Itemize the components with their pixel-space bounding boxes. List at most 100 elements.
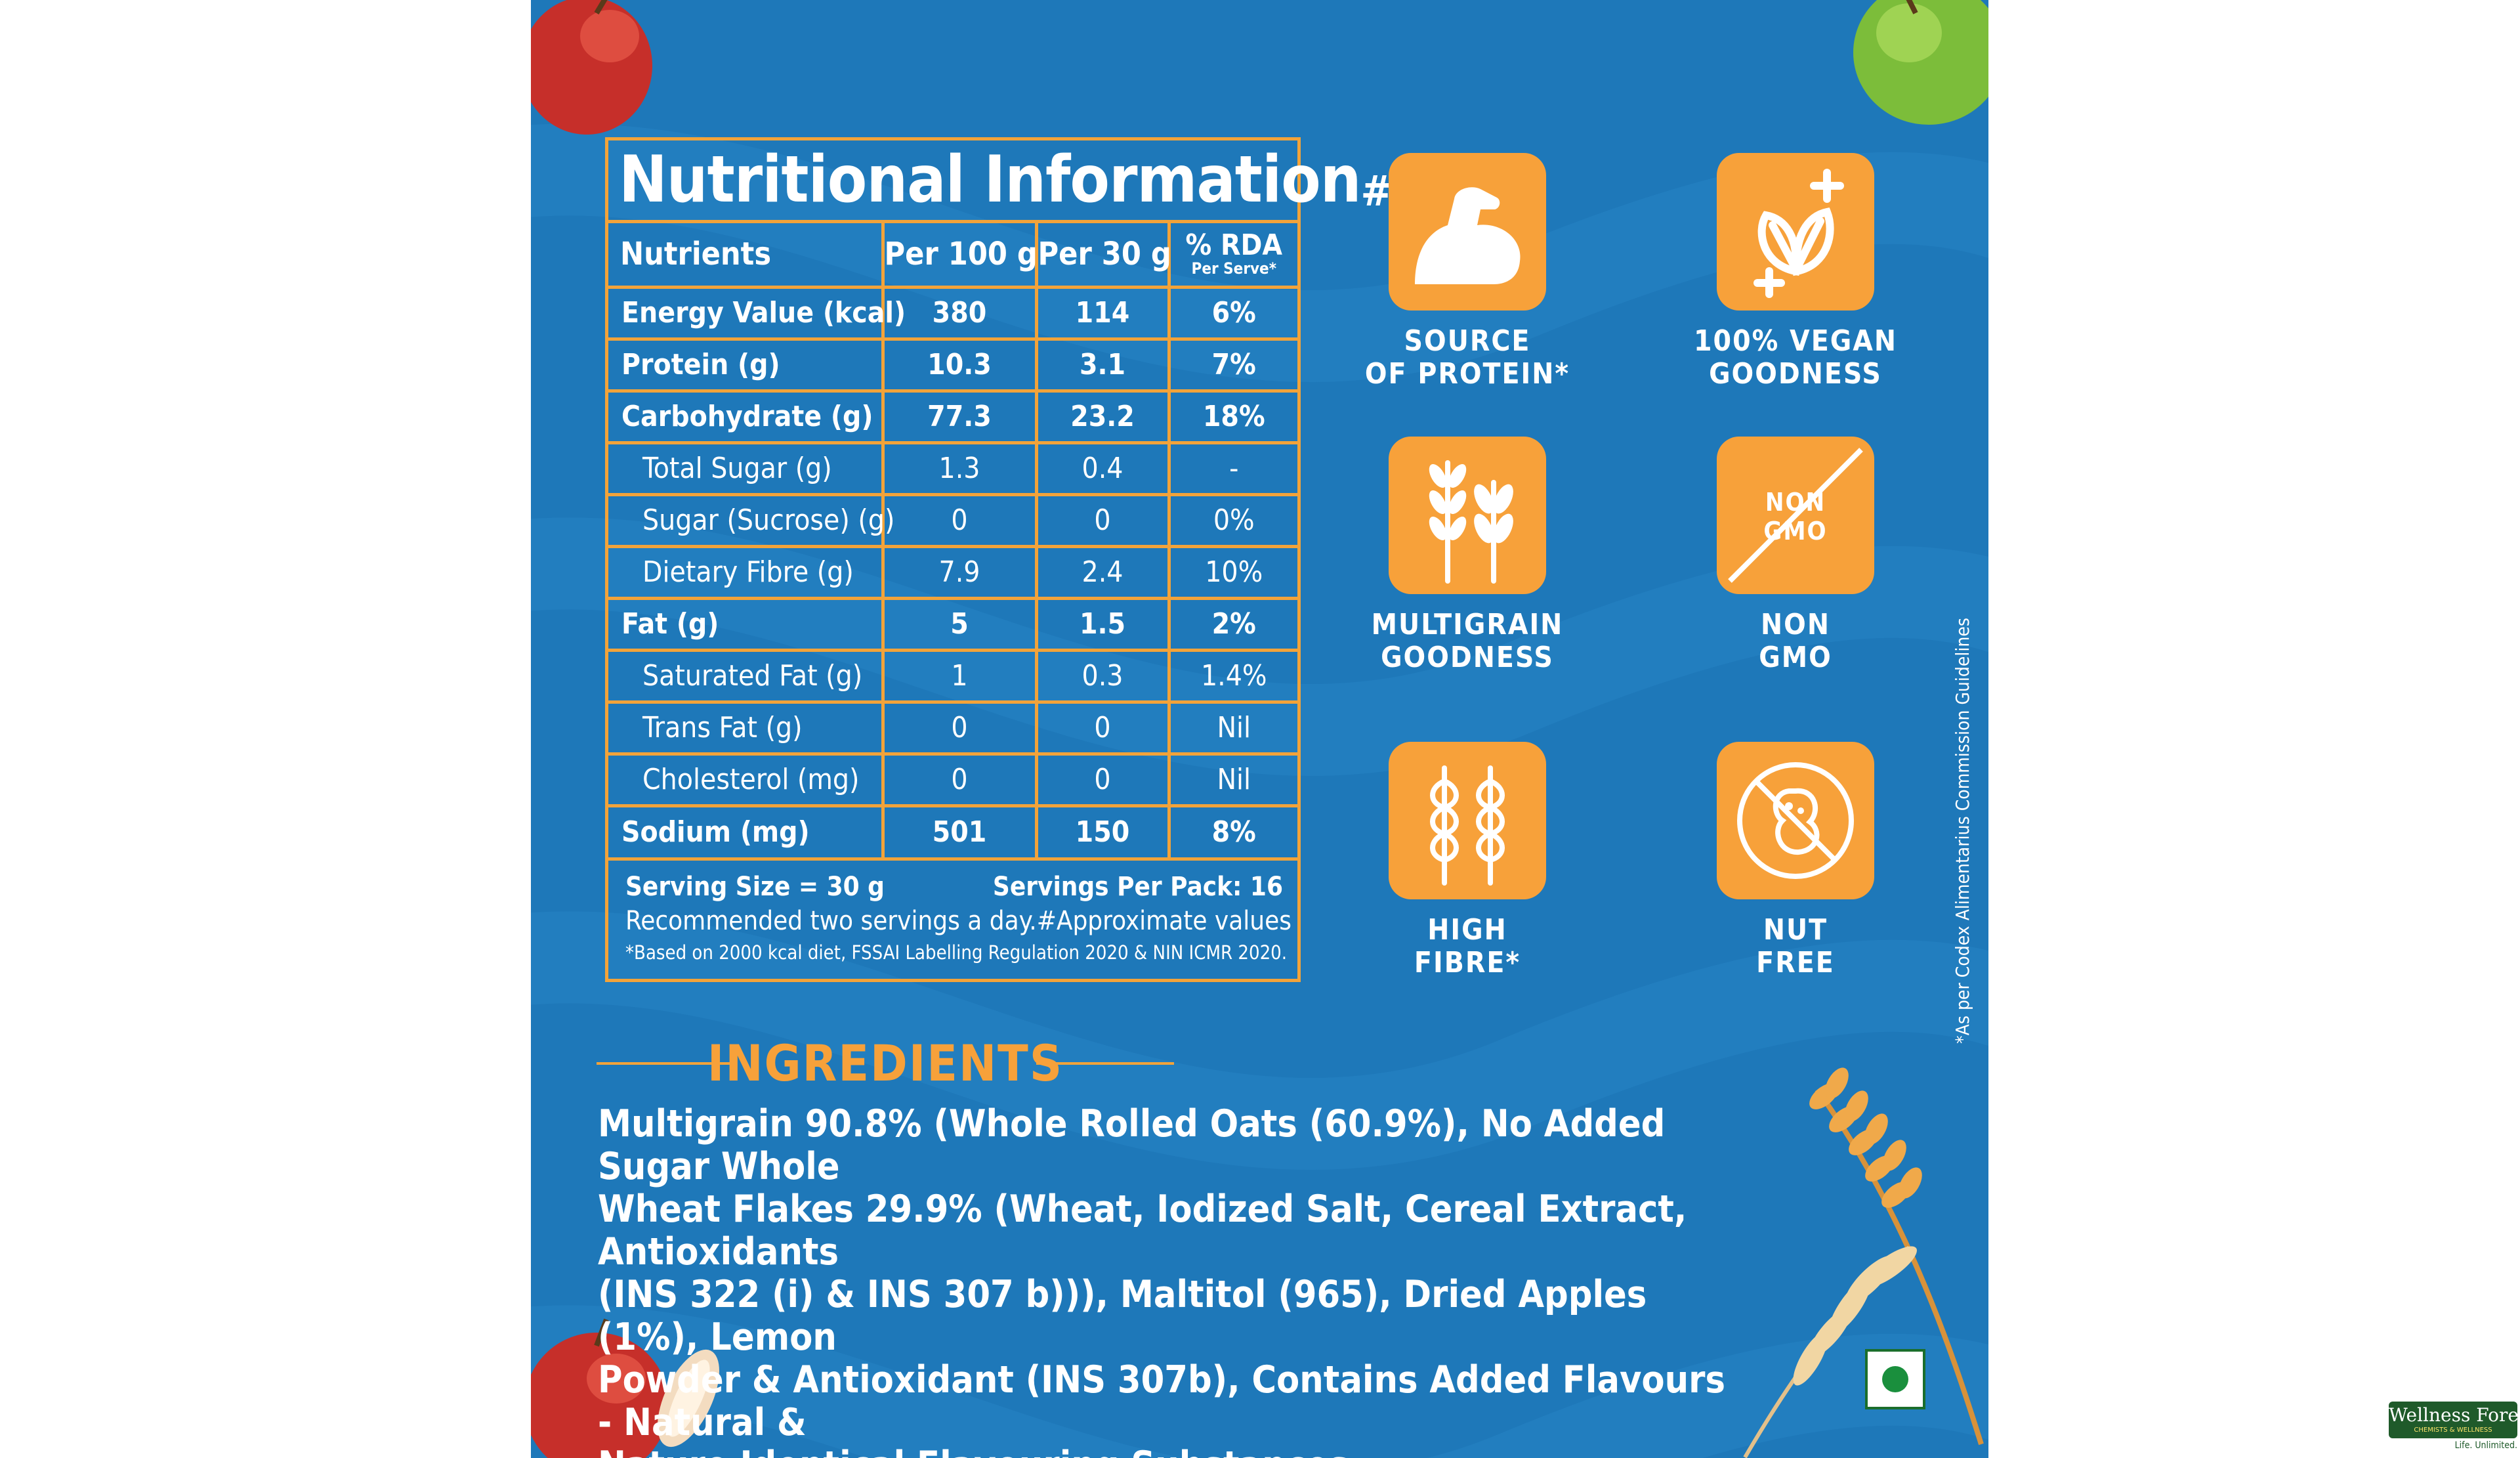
nutrient-name: Saturated Fat (g): [608, 648, 885, 704]
value-per100: 0: [881, 700, 1038, 756]
ingredients-title: INGREDIENTS: [707, 1034, 1064, 1092]
codex-side-note: *As per Codex Alimentarius Commission Gu…: [1952, 618, 1973, 1044]
wheat-icon: [1430, 765, 1505, 886]
header-rda-sub: Per Serve*: [1191, 259, 1277, 278]
tile-vegan: [1717, 153, 1874, 311]
badge-caption: HIGH FIBRE*: [1336, 914, 1599, 979]
wheat-stalks-illustration: [1743, 1067, 1984, 1458]
value-per30: 114: [1034, 285, 1171, 341]
ingredients-heading: INGREDIENTS: [597, 1027, 1174, 1100]
value-per100: 1.3: [881, 440, 1038, 496]
veg-dot: [1882, 1366, 1908, 1392]
product-back-panel: Nutritional Information# Nutrients Per 1…: [531, 0, 1988, 1458]
badge-caption: SOURCE OF PROTEIN*: [1336, 325, 1599, 391]
value-per100: 501: [881, 804, 1038, 857]
badge-caption: NON GMO: [1664, 609, 1927, 674]
nutrient-name: Trans Fat (g): [608, 700, 885, 756]
header-per100: Per 100 g: [881, 223, 1038, 289]
badge-line1: NUT: [1763, 913, 1828, 947]
badge-line1: SOURCE: [1404, 324, 1531, 358]
heading-rule-left: [597, 1062, 734, 1065]
badge-high-fibre: HIGH FIBRE*: [1389, 742, 1546, 979]
value-per30: 1.5: [1034, 596, 1171, 652]
tile-protein: [1389, 153, 1546, 311]
brand-name: Wellness Forever: [2389, 1404, 2520, 1426]
table-row: Protein (g) 10.3 3.1 7%: [608, 337, 1297, 393]
value-rda: Nil: [1167, 700, 1297, 756]
badge-line2: GOODNESS: [1381, 641, 1554, 674]
tile-non-gmo: NON GMO: [1717, 437, 1874, 594]
ingredients-line: Wheat Flakes 29.9% (Wheat, Iodized Salt,…: [598, 1188, 1687, 1274]
leaves-plus-icon: [1754, 169, 1844, 298]
value-rda: 2%: [1167, 596, 1297, 652]
nutrient-name: Fat (g): [608, 596, 885, 652]
value-rda: 18%: [1167, 389, 1297, 444]
tile-multigrain: [1389, 437, 1546, 594]
serving-size: Serving Size = 30 g: [625, 872, 885, 902]
approximate-note: #Approximate values: [1036, 906, 1292, 936]
tile-fibre: [1389, 742, 1546, 899]
value-per30: 0.4: [1034, 440, 1171, 496]
badge-caption: 100% VEGAN GOODNESS: [1664, 325, 1927, 391]
badge-nut-free: NUT FREE: [1717, 742, 1874, 979]
nutrient-name: Carbohydrate (g): [608, 389, 885, 444]
non-gmo-tile-line1: NON: [1765, 488, 1826, 517]
grain-stalks-icon: [1429, 460, 1513, 584]
non-gmo-icon: [1728, 448, 1863, 583]
value-per30: 150: [1034, 804, 1171, 857]
value-per100: 0: [881, 752, 1038, 807]
badge-caption: MULTIGRAIN GOODNESS: [1336, 609, 1599, 674]
badge-multigrain: MULTIGRAIN GOODNESS: [1372, 437, 1562, 674]
nutrition-title-text: Nutritional Information: [619, 142, 1362, 217]
value-per30: 0: [1034, 752, 1171, 807]
ingredients-line: Powder & Antioxidant (INS 307b), Contain…: [598, 1358, 1726, 1444]
badge-line2: OF PROTEIN*: [1364, 357, 1570, 391]
nutrient-name: Sugar (Sucrose) (g): [608, 492, 894, 548]
nutrient-name: Sodium (mg): [608, 804, 885, 857]
value-rda: -: [1167, 440, 1297, 496]
nutrition-title-mark: #: [1360, 167, 1393, 216]
table-row: Cholesterol (mg) 0 0 Nil: [608, 752, 1297, 807]
brand-sub: CHEMISTS & WELLNESS: [2414, 1426, 2492, 1434]
badge-source-of-protein: SOURCE OF PROTEIN*: [1365, 153, 1568, 391]
value-per30: 0: [1034, 700, 1171, 756]
wellness-forever-logo: Wellness Forever CHEMISTS & WELLNESS Lif…: [2389, 1402, 2520, 1455]
badge-line1: HIGH: [1427, 913, 1507, 947]
table-row: Carbohydrate (g) 77.3 23.2 18%: [608, 389, 1297, 444]
value-per30: 23.2: [1034, 389, 1171, 444]
badge-line1: NON: [1761, 608, 1830, 641]
value-per100: 1: [881, 648, 1038, 704]
nutrient-name: Dietary Fibre (g): [608, 544, 885, 600]
serving-row: Serving Size = 30 g Servings Per Pack: 1…: [625, 870, 1283, 904]
badge-line2: FREE: [1756, 946, 1835, 979]
ingredients-line: (INS 322 (i) & INS 307 b))), Maltitol (9…: [598, 1273, 1647, 1359]
value-rda: 8%: [1167, 804, 1297, 857]
badge-vegan: 100% VEGAN GOODNESS: [1694, 153, 1896, 391]
badge-non-gmo: NON GMO NON GMO: [1717, 437, 1874, 674]
nutrition-header-row: Nutrients Per 100 g Per 30 g % RDA Per Se…: [608, 223, 1297, 289]
table-row: Energy Value (kcal) 380 114 6%: [608, 285, 1297, 341]
veg-mark-icon: [1865, 1349, 1925, 1409]
nutrient-name: Cholesterol (mg): [608, 752, 885, 807]
recommendation-row: Recommended two servings a day. #Approxi…: [625, 904, 1292, 938]
brand-tagline: Life. Unlimited.: [2454, 1440, 2517, 1451]
red-apple-top-left: [531, 0, 652, 135]
value-rda: 7%: [1167, 337, 1297, 393]
value-per30: 2.4: [1034, 544, 1171, 600]
value-per30: 3.1: [1034, 337, 1171, 393]
table-row: Trans Fat (g) 0 0 Nil: [608, 700, 1297, 756]
value-per100: 5: [881, 596, 1038, 652]
badge-line1: MULTIGRAIN: [1371, 608, 1564, 641]
header-rda: % RDA Per Serve*: [1167, 223, 1297, 289]
badge-line1: 100% VEGAN: [1694, 324, 1897, 358]
badge-line2: GOODNESS: [1709, 357, 1882, 391]
header-rda-label: % RDA: [1185, 228, 1282, 263]
non-gmo-tile-text: NON GMO: [1717, 488, 1874, 546]
ingredients-line: Multigrain 90.8% (Whole Rolled Oats (60.…: [598, 1102, 1666, 1188]
red-apple-bottom-left: [531, 1318, 719, 1458]
header-nutrients: Nutrients: [608, 223, 885, 289]
no-nut-icon: [1737, 762, 1854, 879]
nutrient-name: Energy Value (kcal): [608, 285, 906, 341]
value-per30: 0.3: [1034, 648, 1171, 704]
value-per100: 77.3: [881, 389, 1038, 444]
